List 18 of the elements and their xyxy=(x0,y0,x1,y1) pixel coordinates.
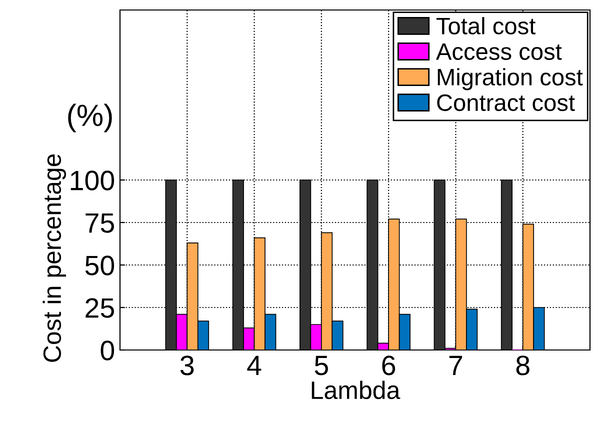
y-tick-label: 75 xyxy=(86,213,114,233)
y-tick-label: 100 xyxy=(70,170,114,190)
x-tick-label: 7 xyxy=(449,356,462,375)
y-tick-label: 25 xyxy=(86,298,114,318)
x-tick-label: 4 xyxy=(247,356,262,375)
y-tick-label: 50 xyxy=(85,256,114,276)
text: (%) xyxy=(68,104,112,132)
legend-label: Migration cost xyxy=(438,68,583,90)
x-tick-label: 3 xyxy=(180,356,194,376)
y-axis-title: Cost in percentage xyxy=(42,154,66,362)
x-tick-label: 8 xyxy=(516,356,530,376)
x-tick-label: 5 xyxy=(314,356,328,376)
y-tick-label: 0 xyxy=(100,340,114,360)
legend-label: Total cost xyxy=(436,17,536,34)
legend-label: Access cost xyxy=(436,44,562,60)
legend-label: Contract cost xyxy=(437,94,575,112)
x-tick-label: 6 xyxy=(382,356,396,376)
x-axis-title: Lambda xyxy=(312,380,400,400)
